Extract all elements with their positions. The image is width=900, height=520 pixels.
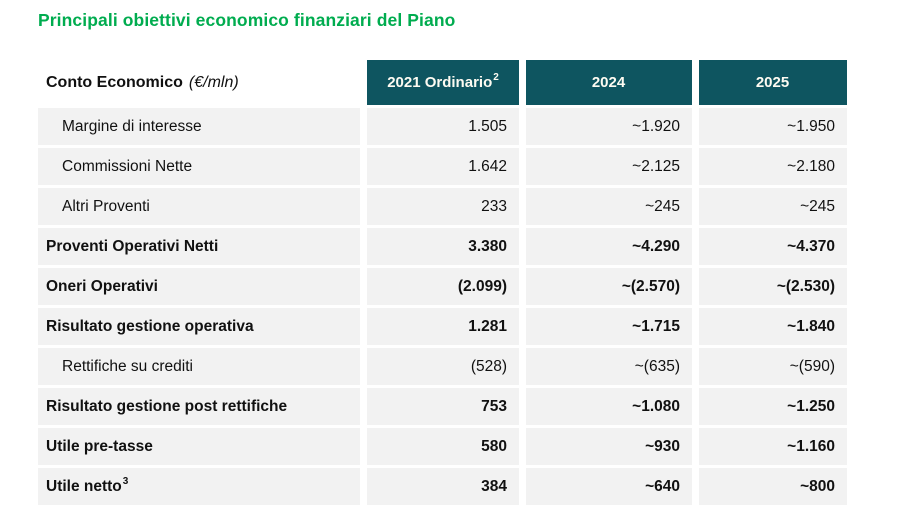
value-cell: ~930 — [526, 428, 692, 465]
value-cell: ~1.715 — [526, 308, 692, 345]
row-label-cell: Utile pre-tasse — [38, 428, 360, 465]
value-cell: 580 — [367, 428, 519, 465]
row-label: Margine di interesse — [62, 117, 202, 135]
row-label-cell: Commissioni Nette — [38, 148, 360, 185]
value-cell: ~1.840 — [699, 308, 847, 345]
value-cell: ~800 — [699, 468, 847, 505]
column-header: 2024 — [526, 60, 692, 105]
row-label: Altri Proventi — [62, 197, 150, 215]
value-cell: ~640 — [526, 468, 692, 505]
column-header-superscript: 2 — [493, 72, 499, 83]
value-cell: ~1.160 — [699, 428, 847, 465]
value-cell: (2.099) — [367, 268, 519, 305]
row-label-superscript: 3 — [122, 476, 129, 487]
value-cell: 3.380 — [367, 228, 519, 265]
row-label-cell: Utile netto 3 — [38, 468, 360, 505]
row-label: Rettifiche su crediti — [62, 357, 193, 375]
column-header: 2021 Ordinario 2 — [367, 60, 519, 105]
row-label: Oneri Operativi — [46, 277, 158, 295]
value-cell: 1.281 — [367, 308, 519, 345]
row-label: Utile netto — [46, 477, 122, 495]
row-label: Utile pre-tasse — [46, 437, 153, 455]
column-header-label: 2024 — [591, 74, 626, 91]
value-cell: ~4.290 — [526, 228, 692, 265]
value-cell: ~1.080 — [526, 388, 692, 425]
column-header: 2025 — [699, 60, 847, 105]
financial-table: Conto Economico (€/mln) 2021 Ordinario 2 … — [38, 60, 847, 505]
value-cell: ~1.920 — [526, 108, 692, 145]
row-label-cell: Oneri Operativi — [38, 268, 360, 305]
value-cell: ~2.125 — [526, 148, 692, 185]
value-cell: ~4.370 — [699, 228, 847, 265]
row-label-cell: Altri Proventi — [38, 188, 360, 225]
value-cell: ~(2.530) — [699, 268, 847, 305]
header-label-bold: Conto Economico — [46, 73, 183, 91]
row-label: Risultato gestione operativa — [46, 317, 254, 335]
row-label: Proventi Operativi Netti — [46, 237, 219, 255]
value-cell: ~1.950 — [699, 108, 847, 145]
row-label: Risultato gestione post rettifiche — [46, 397, 288, 415]
value-cell: ~(635) — [526, 348, 692, 385]
value-cell: ~(2.570) — [526, 268, 692, 305]
value-cell: 1.505 — [367, 108, 519, 145]
row-label-cell: Margine di interesse — [38, 108, 360, 145]
value-cell: ~2.180 — [699, 148, 847, 185]
value-cell: 1.642 — [367, 148, 519, 185]
column-header-label: 2025 — [755, 74, 790, 91]
table-header-label: Conto Economico (€/mln) — [38, 60, 360, 105]
row-label: Commissioni Nette — [62, 157, 193, 175]
row-label-cell: Proventi Operativi Netti — [38, 228, 360, 265]
column-header-label: 2021 Ordinario — [387, 74, 493, 91]
value-cell: ~245 — [526, 188, 692, 225]
value-cell: 384 — [367, 468, 519, 505]
value-cell: ~(590) — [699, 348, 847, 385]
row-label-cell: Risultato gestione operativa — [38, 308, 360, 345]
value-cell: (528) — [367, 348, 519, 385]
page-title: Principali obiettivi economico finanziar… — [38, 10, 456, 30]
value-cell: 233 — [367, 188, 519, 225]
value-cell: ~245 — [699, 188, 847, 225]
value-cell: 753 — [367, 388, 519, 425]
row-label-cell: Risultato gestione post rettifiche — [38, 388, 360, 425]
row-label-cell: Rettifiche su crediti — [38, 348, 360, 385]
header-label-unit: (€/mln) — [188, 73, 239, 91]
value-cell: ~1.250 — [699, 388, 847, 425]
